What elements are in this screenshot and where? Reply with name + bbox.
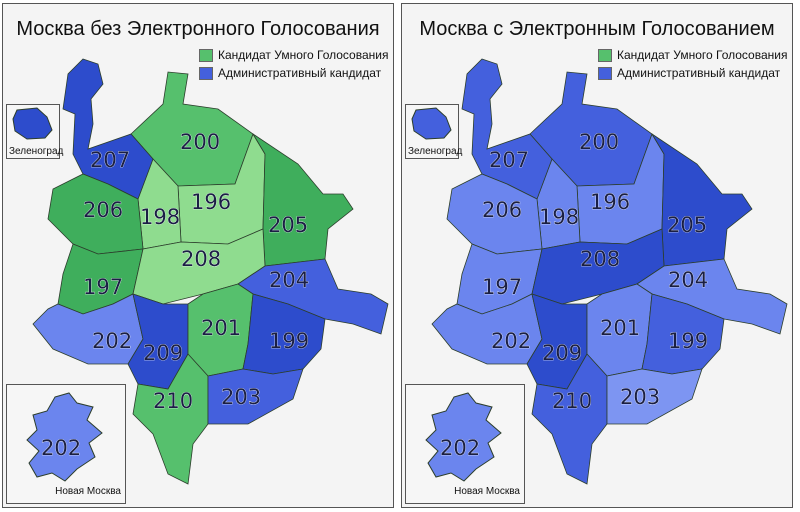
label-207: 207: [489, 148, 529, 172]
legend-label-admin: Административный кандидат: [218, 66, 382, 80]
new-moscow-shape: 202: [26, 392, 103, 482]
label-205: 205: [667, 213, 707, 237]
map-panel-with-e-voting: 200 196 198 205 207 206 197 208 204 202 …: [401, 3, 793, 508]
label-202-inset: 202: [41, 436, 81, 460]
label-203: 203: [221, 385, 261, 409]
label-197: 197: [83, 275, 123, 299]
legend-item-admin: Административный кандидат: [199, 64, 388, 82]
inset-zelenograd: Зеленоград: [6, 104, 64, 159]
inset-new-moscow: 202 Новая Москва: [6, 384, 126, 504]
legend-item-smart: Кандидат Умного Голосования: [199, 46, 388, 64]
label-206: 206: [482, 198, 522, 222]
label-210: 210: [153, 389, 193, 413]
inset-zelenograd: Зеленоград: [405, 104, 463, 159]
district-207: [62, 58, 154, 200]
new-moscow-shape: 202: [425, 392, 502, 482]
label-206: 206: [83, 198, 123, 222]
inset-new-moscow-caption: Новая Москва: [454, 486, 520, 497]
label-199: 199: [269, 329, 309, 353]
legend-item-admin: Административный кандидат: [598, 64, 787, 82]
district-shapes: [431, 58, 788, 485]
legend-label-smart: Кандидат Умного Голосования: [218, 48, 389, 62]
label-208: 208: [580, 247, 620, 271]
legend-swatch-green: [598, 48, 612, 62]
moscow-map: 200 196 198 205 207 206 197 208 204 202 …: [431, 58, 788, 485]
label-207: 207: [90, 148, 130, 172]
district-207: [461, 58, 553, 200]
label-202: 202: [92, 329, 132, 353]
label-202: 202: [491, 329, 531, 353]
label-204: 204: [269, 268, 309, 292]
label-200: 200: [180, 130, 220, 154]
district-203: [207, 368, 304, 425]
label-196: 196: [590, 190, 630, 214]
label-198: 198: [539, 205, 579, 229]
legend-swatch-blue: [598, 66, 612, 80]
label-200: 200: [579, 130, 619, 154]
zelenograd-shape: [12, 107, 53, 140]
map-title: Москва с Электронным Голосованием: [419, 18, 775, 40]
label-210: 210: [552, 389, 592, 413]
legend-swatch-blue: [199, 66, 213, 80]
inset-zelenograd-caption: Зеленоград: [9, 146, 64, 157]
label-209: 209: [143, 341, 183, 365]
label-197: 197: [482, 275, 522, 299]
label-204: 204: [668, 268, 708, 292]
label-198: 198: [140, 205, 180, 229]
label-209: 209: [542, 341, 582, 365]
district-shapes: [32, 58, 389, 485]
label-203: 203: [620, 385, 660, 409]
district-205: [252, 133, 354, 267]
district-205: [651, 133, 753, 267]
legend: Кандидат Умного Голосования Администрати…: [598, 46, 787, 82]
zelenograd-shape: [411, 107, 452, 140]
legend: Кандидат Умного Голосования Администрати…: [199, 46, 388, 82]
inset-new-moscow: 202 Новая Москва: [405, 384, 525, 504]
legend-label-smart: Кандидат Умного Голосования: [617, 48, 788, 62]
map-title: Москва без Электронного Голосования: [16, 18, 380, 40]
inset-zelenograd-caption: Зеленоград: [408, 146, 463, 157]
district-203: [606, 368, 703, 425]
label-205: 205: [268, 213, 308, 237]
map-panel-without-e-voting: 200 196 198 205 207 206 197 208 204 202 …: [2, 3, 394, 508]
inset-new-moscow-caption: Новая Москва: [55, 486, 121, 497]
label-199: 199: [668, 329, 708, 353]
label-196: 196: [191, 190, 231, 214]
legend-label-admin: Административный кандидат: [617, 66, 781, 80]
label-201: 201: [600, 316, 640, 340]
district-210: [132, 353, 209, 485]
label-201: 201: [201, 316, 241, 340]
moscow-map: 200 196 198 205 207 206 197 208 204 202 …: [32, 58, 389, 485]
label-202-inset: 202: [440, 436, 480, 460]
district-labels: 200 196 198 205 207 206 197 208 204 202 …: [482, 130, 709, 414]
legend-swatch-green: [199, 48, 213, 62]
legend-item-smart: Кандидат Умного Голосования: [598, 46, 787, 64]
district-210: [531, 353, 608, 485]
district-labels: 200 196 198 205 207 206 197 208 204 202 …: [83, 130, 310, 414]
label-208: 208: [181, 247, 221, 271]
